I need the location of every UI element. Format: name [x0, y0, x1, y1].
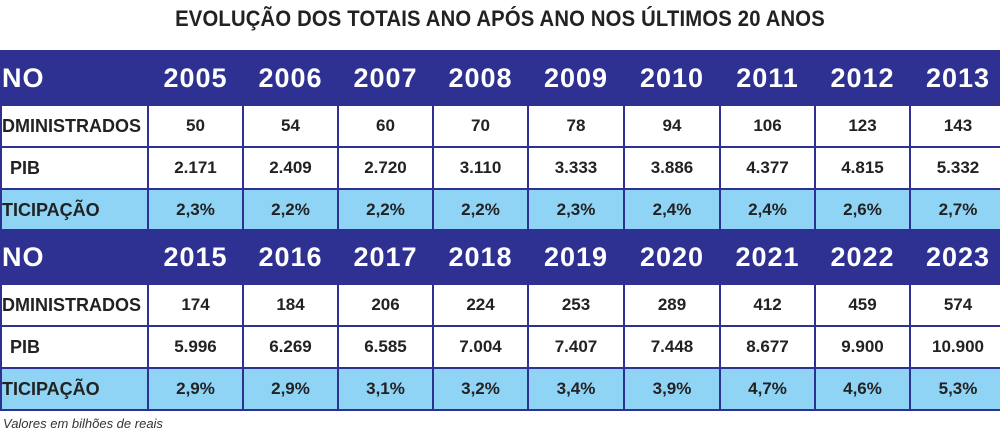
table-cell: 2,7%	[909, 188, 1000, 232]
table-cell: 2.171	[147, 146, 244, 190]
table-cell: 70	[432, 104, 529, 148]
table-cell: 184	[242, 283, 339, 327]
row-label: NO	[0, 50, 149, 106]
table-cell: 6.269	[242, 325, 339, 369]
table-cell: 7.448	[623, 325, 721, 369]
table-cell: 3,1%	[337, 367, 434, 411]
administrados-row: DMINISTRADOS 174 184 206 224 253 289 412 459 574	[0, 283, 1000, 327]
table-cell: 50	[147, 104, 244, 148]
table-cell: 412	[719, 283, 816, 327]
table-2005-2013: NO 2005 2006 2007 2008 2009 2010 2011 2012 2013 DM…	[0, 50, 1000, 232]
year-header-row: NO 2015 2016 2017 2018 2019 2020 2021 2022 2023	[0, 229, 1000, 285]
year-cell: 2016	[242, 229, 339, 285]
table-cell: 5.332	[909, 146, 1000, 190]
table-cell: 8.677	[719, 325, 816, 369]
table-cell: 106	[719, 104, 816, 148]
table-cell: 174	[147, 283, 244, 327]
table-cell: 289	[623, 283, 721, 327]
table-cell: 2,2%	[432, 188, 529, 232]
table-cell: 7.004	[432, 325, 529, 369]
row-label: NO	[0, 229, 149, 285]
year-cell: 2020	[623, 229, 721, 285]
table-cell: 2,4%	[623, 188, 721, 232]
table-cell: 2.720	[337, 146, 434, 190]
pib-row: PIB 5.996 6.269 6.585 7.004 7.407 7.448 8.677 9.…	[0, 325, 1000, 369]
year-cell: 2008	[432, 50, 529, 106]
year-cell: 2006	[242, 50, 339, 106]
table-cell: 94	[623, 104, 721, 148]
table-cell: 3,4%	[527, 367, 625, 411]
year-cell: 2012	[814, 50, 911, 106]
year-cell: 2013	[909, 50, 1000, 106]
table-cell: 459	[814, 283, 911, 327]
table-cell: 2.409	[242, 146, 339, 190]
table-cell: 9.900	[814, 325, 911, 369]
year-cell: 2009	[527, 50, 625, 106]
page-title: EVOLUÇÃO DOS TOTAIS ANO APÓS ANO NOS ÚLT…	[175, 6, 825, 31]
table-cell: 60	[337, 104, 434, 148]
table-cell: 574	[909, 283, 1000, 327]
table-cell: 3,2%	[432, 367, 529, 411]
table-cell: 2,9%	[147, 367, 244, 411]
participacao-row: TICIPAÇÃO 2,9% 2,9% 3,1% 3,2% 3,4% 3,9% 4,7% 4,6…	[0, 367, 1000, 411]
table-cell: 3.333	[527, 146, 625, 190]
table-cell: 54	[242, 104, 339, 148]
table-cell: 78	[527, 104, 625, 148]
table-cell: 4,7%	[719, 367, 816, 411]
table-cell: 2,9%	[242, 367, 339, 411]
year-cell: 2022	[814, 229, 911, 285]
table-cell: 3.110	[432, 146, 529, 190]
table-cell: 10.900	[909, 325, 1000, 369]
row-label: PIB	[0, 325, 149, 369]
table-cell: 253	[527, 283, 625, 327]
row-label: DMINISTRADOS	[0, 283, 149, 327]
year-cell: 2021	[719, 229, 816, 285]
table-cell: 4.377	[719, 146, 816, 190]
year-cell: 2010	[623, 50, 721, 106]
year-cell: 2019	[527, 229, 625, 285]
table-cell: 6.585	[337, 325, 434, 369]
year-cell: 2018	[432, 229, 529, 285]
table-cell: 3,9%	[623, 367, 721, 411]
table-2015-2023: NO 2015 2016 2017 2018 2019 2020 2021 2022 2023 DM…	[0, 229, 1000, 411]
table-cell: 4.815	[814, 146, 911, 190]
table-cell: 206	[337, 283, 434, 327]
year-cell: 2005	[147, 50, 244, 106]
participacao-row: TICIPAÇÃO 2,3% 2,2% 2,2% 2,2% 2,3% 2,4% 2,4% 2,6…	[0, 188, 1000, 232]
row-label: DMINISTRADOS	[0, 104, 149, 148]
table-cell: 2,4%	[719, 188, 816, 232]
table-cell: 3.886	[623, 146, 721, 190]
table-cell: 224	[432, 283, 529, 327]
table-cell: 7.407	[527, 325, 625, 369]
year-cell: 2015	[147, 229, 244, 285]
table-cell: 5,3%	[909, 367, 1000, 411]
table-cell: 4,6%	[814, 367, 911, 411]
table-cell: 2,6%	[814, 188, 911, 232]
administrados-row: DMINISTRADOS 50 54 60 70 78 94 106 123 143	[0, 104, 1000, 148]
footnote: Valores em bilhões de reais	[3, 416, 163, 431]
table-cell: 2,2%	[242, 188, 339, 232]
table-cell: 123	[814, 104, 911, 148]
pib-row: PIB 2.171 2.409 2.720 3.110 3.333 3.886 4.377 4.…	[0, 146, 1000, 190]
year-cell: 2023	[909, 229, 1000, 285]
year-cell: 2017	[337, 229, 434, 285]
table-cell: 2,2%	[337, 188, 434, 232]
year-cell: 2007	[337, 50, 434, 106]
row-label: PIB	[0, 146, 149, 190]
year-cell: 2011	[719, 50, 816, 106]
row-label: TICIPAÇÃO	[0, 188, 149, 232]
table-cell: 143	[909, 104, 1000, 148]
table-cell: 2,3%	[527, 188, 625, 232]
table-cell: 2,3%	[147, 188, 244, 232]
row-label: TICIPAÇÃO	[0, 367, 149, 411]
year-header-row: NO 2005 2006 2007 2008 2009 2010 2011 2012 2013	[0, 50, 1000, 106]
table-cell: 5.996	[147, 325, 244, 369]
